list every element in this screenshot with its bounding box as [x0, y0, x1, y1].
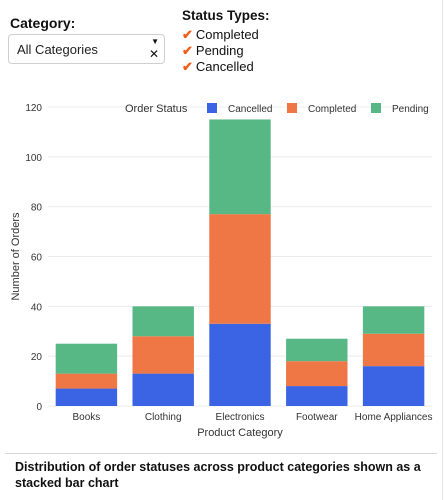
chevron-down-icon[interactable]: ▼ [151, 37, 159, 46]
status-option-label: Cancelled [195, 59, 254, 74]
category-dropdown-value: All Categories [17, 42, 98, 57]
legend-label[interactable]: Pending [392, 104, 429, 115]
bar-segment-cancelled[interactable] [55, 388, 118, 406]
panel-border [442, 0, 443, 500]
bar-segment-pending[interactable] [209, 119, 271, 215]
y-tick-label: 120 [25, 103, 42, 114]
bar-segment-cancelled[interactable] [209, 323, 271, 406]
status-types-title: Status Types: [182, 8, 270, 23]
y-tick-label: 60 [31, 253, 43, 264]
legend-title: Order Status [125, 103, 188, 115]
legend-swatch[interactable] [207, 103, 217, 113]
checkmark-icon[interactable]: ✔ [182, 43, 193, 58]
x-tick-label: Home Appliances [355, 412, 433, 423]
bar-segment-cancelled[interactable] [132, 373, 194, 406]
y-tick-label: 40 [31, 302, 43, 313]
x-tick-label: Electronics [216, 412, 265, 423]
status-checklist: ✔ Completed ✔ Pending ✔ Cancelled [182, 27, 259, 75]
x-tick-label: Books [73, 412, 101, 423]
y-tick-label: 0 [36, 402, 42, 413]
status-option-label: Pending [195, 43, 244, 58]
bar-segment-completed[interactable] [362, 333, 425, 367]
status-option-pending[interactable]: ✔ Pending [182, 43, 259, 59]
y-tick-label: 20 [31, 352, 43, 363]
bars [55, 119, 425, 406]
legend-swatch[interactable] [371, 103, 381, 113]
stacked-bar-chart: 0 20 40 60 80 100 120 Books Clothing Electronics F… [0, 90, 442, 450]
bar-segment-completed[interactable] [286, 361, 348, 387]
x-axis-title: Product Category [197, 427, 283, 439]
bar-segment-cancelled[interactable] [362, 366, 425, 406]
x-tick-label: Footwear [296, 412, 338, 423]
status-option-cancelled[interactable]: ✔ Cancelled [182, 59, 259, 75]
x-tick-label: Clothing [145, 412, 182, 423]
chart-svg: 0 20 40 60 80 100 120 Books Clothing Electronics F… [10, 103, 433, 439]
legend-swatch[interactable] [287, 103, 297, 113]
legend-label[interactable]: Cancelled [228, 104, 272, 115]
chart-caption: Distribution of order statuses across pr… [15, 460, 421, 490]
status-option-label: Completed [195, 27, 259, 42]
bar-segment-completed[interactable] [132, 336, 194, 374]
bar-segment-completed[interactable] [209, 214, 271, 324]
legend-label[interactable]: Completed [308, 104, 356, 115]
axes: 0 20 40 60 80 100 120 Books Clothing Electronics F… [25, 103, 432, 423]
legend: Order Status Cancelled Completed Pending [125, 103, 429, 115]
bar-segment-pending[interactable] [132, 306, 194, 337]
checkmark-icon[interactable]: ✔ [182, 59, 193, 74]
y-tick-label: 80 [31, 203, 43, 214]
checkmark-icon[interactable]: ✔ [182, 27, 193, 42]
bar-segment-pending[interactable] [362, 306, 425, 334]
clear-icon[interactable]: ✕ [148, 47, 159, 61]
y-tick-label: 100 [25, 153, 42, 164]
status-option-completed[interactable]: ✔ Completed [182, 27, 259, 43]
caption-divider [5, 453, 437, 454]
bar-segment-pending[interactable] [55, 343, 118, 374]
category-dropdown[interactable]: All Categories ▼ ✕ [8, 34, 165, 64]
bar-segment-cancelled[interactable] [286, 386, 348, 406]
bar-segment-pending[interactable] [286, 338, 348, 362]
bar-segment-completed[interactable] [55, 373, 118, 389]
category-label: Category: [10, 15, 76, 31]
y-axis-title: Number of Orders [10, 212, 22, 301]
